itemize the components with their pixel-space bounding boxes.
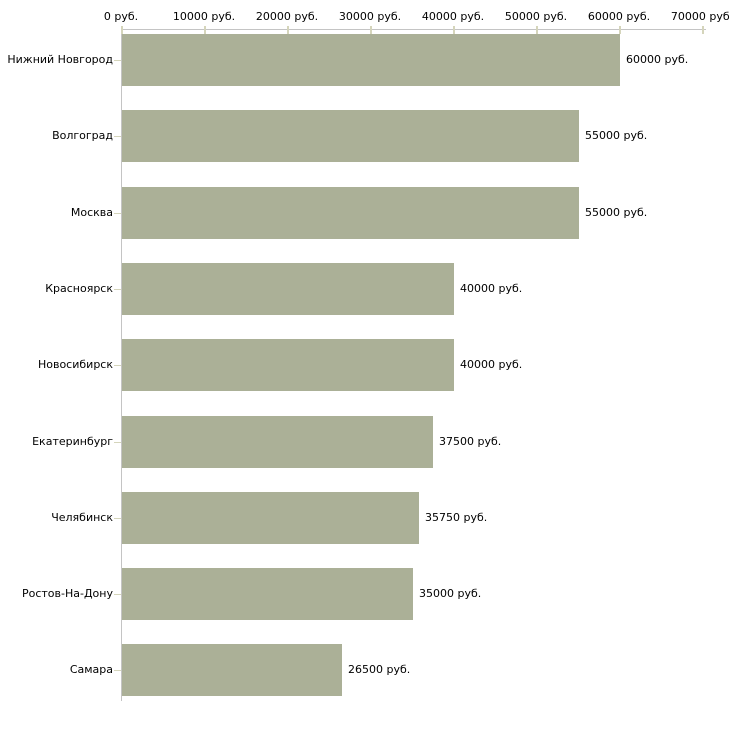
category-label: Волгоград	[52, 129, 113, 142]
category-label: Челябинск	[51, 511, 113, 524]
bar	[122, 110, 579, 162]
x-axis-tick-label: 70000 руб.	[670, 10, 730, 23]
y-axis-line	[121, 29, 122, 701]
x-axis-tick	[453, 26, 455, 34]
x-axis-tick	[204, 26, 206, 34]
value-label: 60000 руб.	[626, 53, 689, 66]
category-tick	[114, 136, 121, 137]
value-label: 40000 руб.	[460, 282, 523, 295]
value-label: 55000 руб.	[585, 129, 648, 142]
category-tick	[114, 670, 121, 671]
category-label: Екатеринбург	[32, 435, 113, 448]
value-label: 35750 руб.	[425, 511, 488, 524]
category-label: Ростов-На-Дону	[21, 587, 113, 600]
bar	[122, 416, 433, 468]
x-axis-tick-label: 0 руб.	[103, 10, 139, 23]
x-axis-tick-label: 20000 руб.	[255, 10, 319, 23]
x-axis-tick	[287, 26, 289, 34]
x-axis-line	[121, 29, 706, 30]
category-tick	[114, 60, 121, 61]
x-axis-tick	[370, 26, 372, 34]
value-label: 35000 руб.	[419, 587, 482, 600]
value-label: 55000 руб.	[585, 206, 648, 219]
category-label: Москва	[70, 206, 113, 219]
category-tick	[114, 518, 121, 519]
bar	[122, 34, 620, 86]
bar	[122, 644, 342, 696]
bar	[122, 339, 454, 391]
x-axis-tick-label: 60000 руб.	[587, 10, 651, 23]
x-axis-tick-label: 10000 руб.	[172, 10, 236, 23]
category-label: Красноярск	[45, 282, 113, 295]
value-label: 40000 руб.	[460, 358, 523, 371]
x-axis-tick	[536, 26, 538, 34]
category-tick	[114, 365, 121, 366]
x-axis-tick	[619, 26, 621, 34]
bar	[122, 187, 579, 239]
category-label: Нижний Новгород	[7, 53, 113, 66]
x-axis-tick-label: 30000 руб.	[338, 10, 402, 23]
value-label: 37500 руб.	[439, 435, 502, 448]
value-label: 26500 руб.	[348, 663, 411, 676]
category-label: Самара	[69, 663, 113, 676]
bar	[122, 492, 419, 544]
x-axis-tick	[121, 26, 123, 34]
category-tick	[114, 594, 121, 595]
category-tick	[114, 213, 121, 214]
x-axis-tick-label: 40000 руб.	[421, 10, 485, 23]
category-label: Новосибирск	[37, 358, 113, 371]
category-tick	[114, 442, 121, 443]
x-axis-tick	[702, 26, 704, 34]
category-tick	[114, 289, 121, 290]
x-axis-tick-label: 50000 руб.	[504, 10, 568, 23]
bar	[122, 263, 454, 315]
bar	[122, 568, 413, 620]
